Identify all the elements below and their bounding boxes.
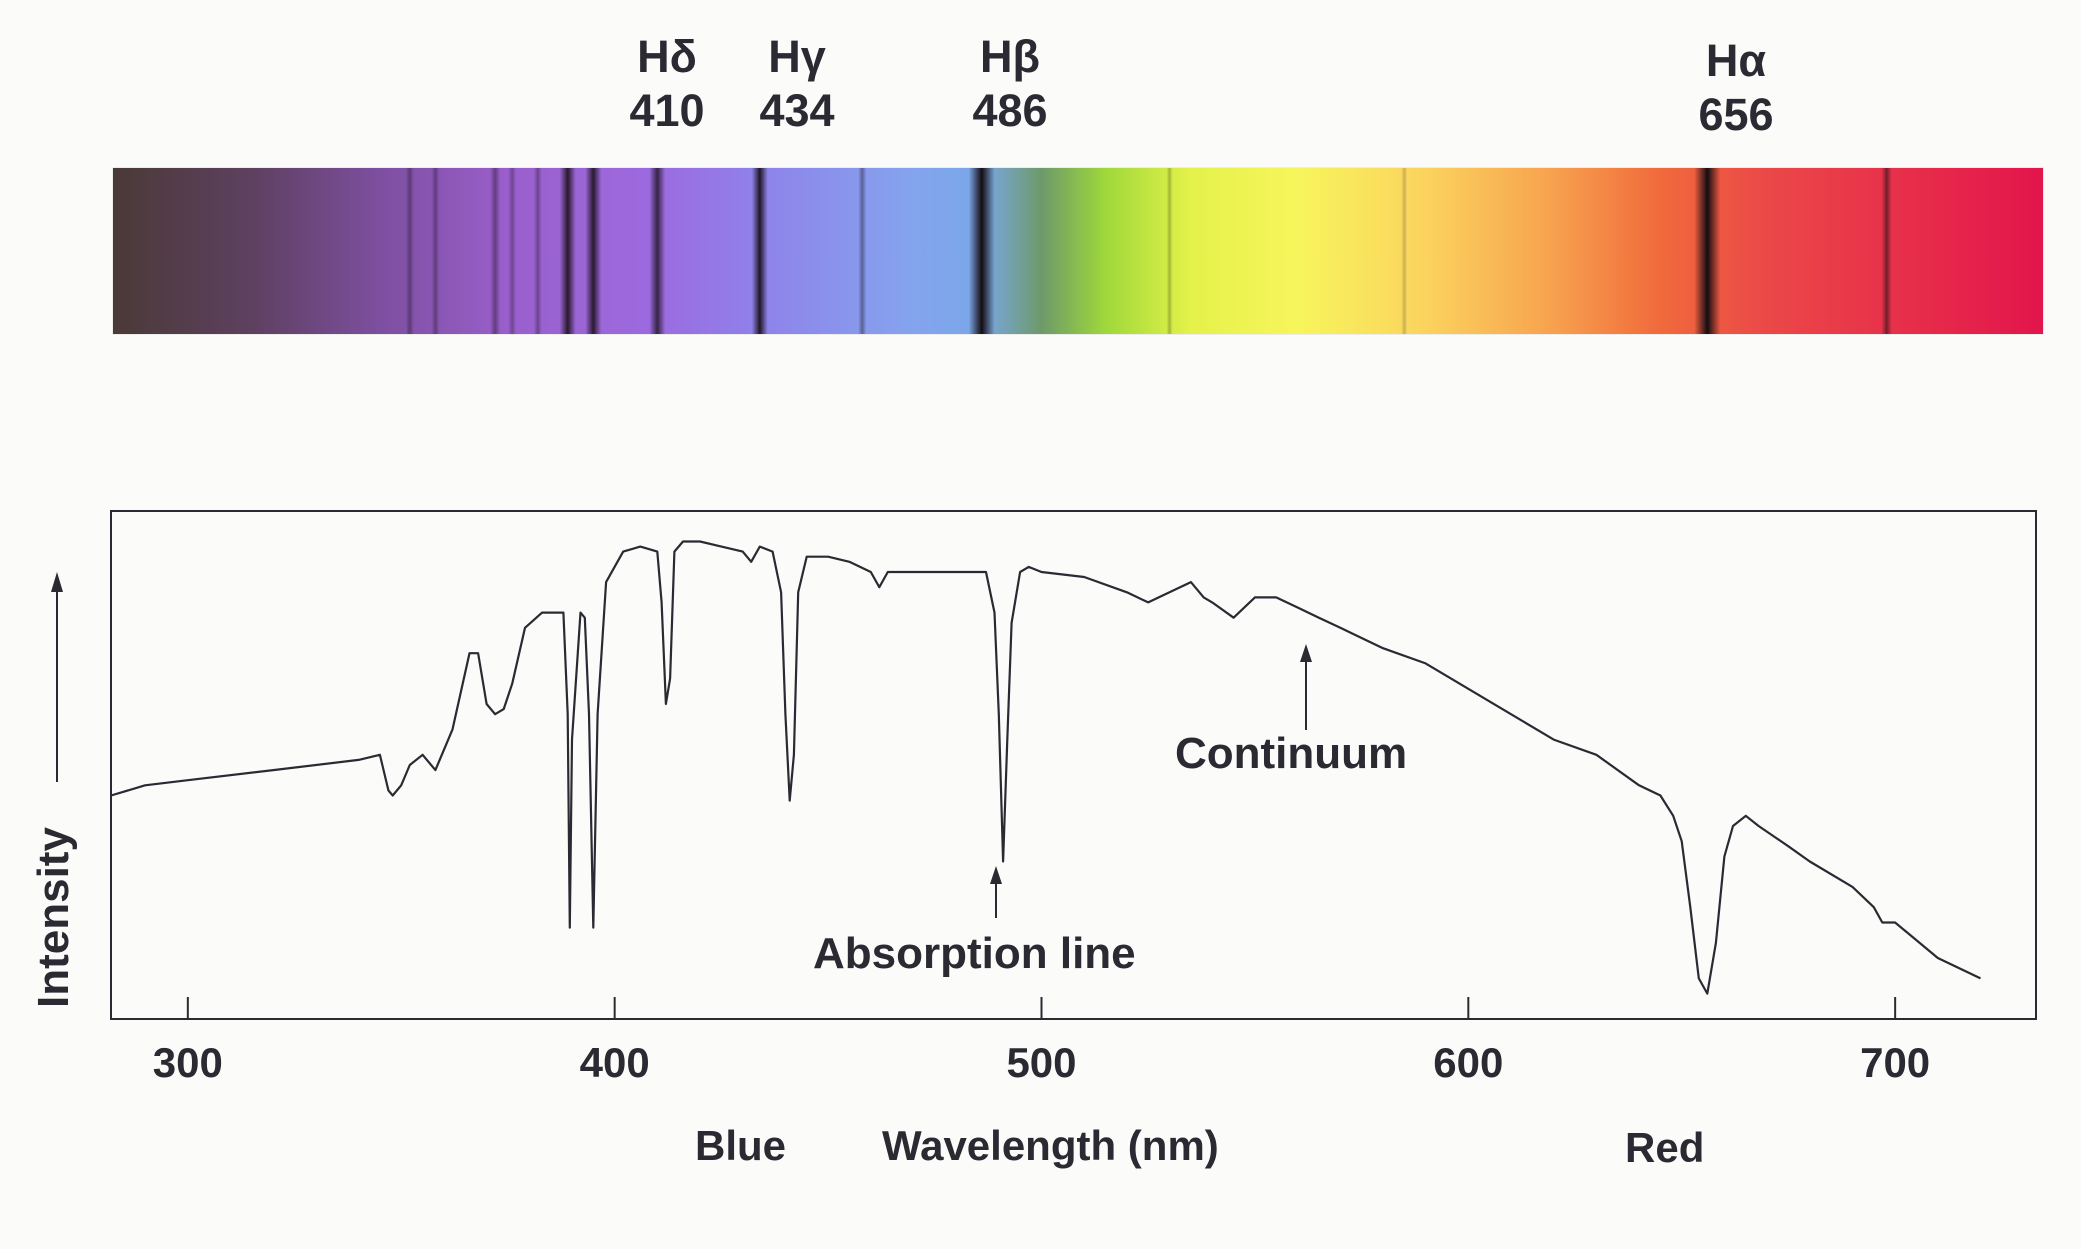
- x-tick-label-500: 500: [1006, 1039, 1076, 1086]
- label-h-alpha: Hα 656: [1666, 34, 1806, 142]
- red-label: Red: [1625, 1124, 1704, 1171]
- line-name-h-gamma: Hγ: [768, 31, 826, 82]
- blue-label: Blue: [695, 1122, 786, 1169]
- continuum-label: Continuum: [1175, 729, 1407, 778]
- x-tick-label-600: 600: [1433, 1039, 1503, 1086]
- absorption-line-label: Absorption line: [813, 929, 1136, 978]
- line-wavelength-h-gamma: 434: [759, 85, 835, 136]
- line-name-h-beta: Hβ: [980, 31, 1040, 82]
- line-wavelength-h-delta: 410: [629, 85, 705, 136]
- label-h-beta: Hβ 486: [940, 30, 1080, 138]
- label-h-gamma: Hγ 434: [727, 30, 867, 138]
- continuum-arrow-head: [1300, 644, 1312, 662]
- x-tick-label-300: 300: [153, 1039, 223, 1086]
- spectrum-strip: [113, 168, 2043, 334]
- line-name-h-delta: Hδ: [637, 31, 697, 82]
- x-axis-label: Wavelength (nm): [882, 1122, 1219, 1169]
- absorption-arrow-head: [990, 866, 1002, 884]
- line-wavelength-h-beta: 486: [972, 85, 1048, 136]
- y-axis-label: Intensity: [29, 827, 78, 1008]
- line-name-h-alpha: Hα: [1705, 35, 1767, 86]
- x-tick-label-400: 400: [580, 1039, 650, 1086]
- y-axis-arrow-head: [51, 572, 63, 592]
- x-tick-label-700: 700: [1860, 1039, 1930, 1086]
- label-h-delta: Hδ 410: [597, 30, 737, 138]
- intensity-curve: [110, 540, 1981, 995]
- plot-frame: [110, 510, 2037, 1020]
- line-wavelength-h-alpha: 656: [1698, 89, 1774, 140]
